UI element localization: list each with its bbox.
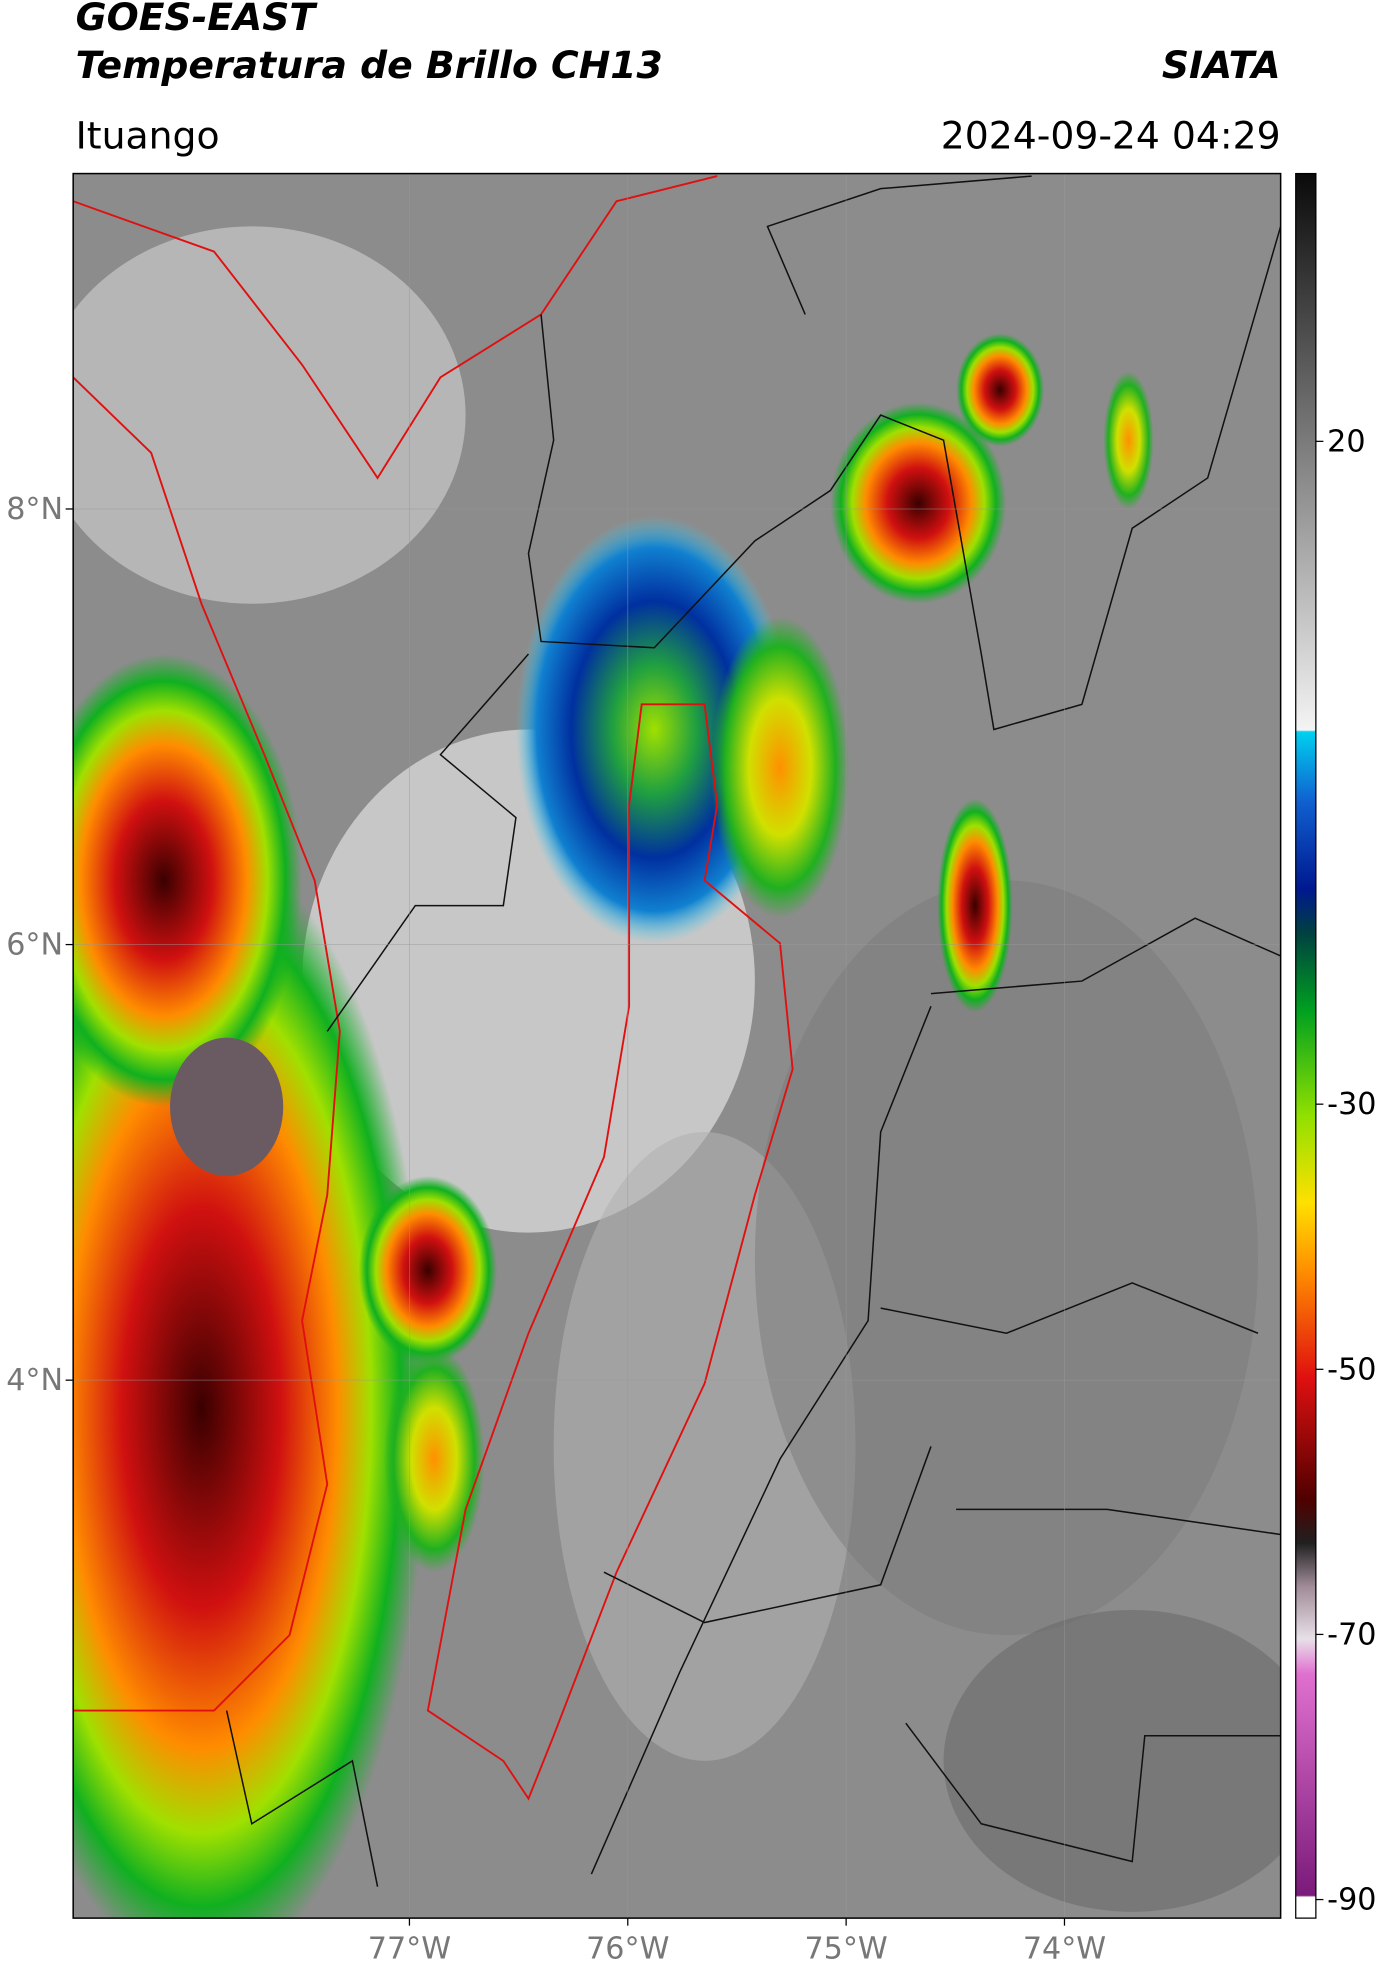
subtitle: Temperatura de Brillo CH13: [76, 43, 663, 87]
colorbar: [1295, 172, 1317, 1919]
agency: SIATA: [1162, 43, 1281, 87]
x-tick-label: 75°W: [804, 1931, 887, 1966]
colorbar-tick-label: -90: [1327, 1883, 1376, 1918]
timestamp: 2024-09-24 04:29: [941, 113, 1281, 157]
colorbar-ticks: 20 -30 -50 -70 -90: [1315, 424, 1376, 1918]
map-frame: [72, 172, 1282, 1919]
colorbar-tick-label: -70: [1327, 1617, 1376, 1652]
satellite-image: [73, 173, 1281, 1919]
graticule: [65, 173, 1281, 1926]
y-tick-label: 4°N: [6, 1363, 63, 1398]
colorbar-tick-label: -50: [1327, 1352, 1376, 1387]
x-tick-label: 74°W: [1023, 1931, 1106, 1966]
region: Ituango: [76, 113, 220, 157]
y-tick-label: 6°N: [6, 928, 63, 963]
colorbar-tick-label: -30: [1327, 1087, 1376, 1122]
x-tick-label: 76°W: [586, 1931, 669, 1966]
x-tick-label: 77°W: [368, 1931, 451, 1966]
y-tick-label: 8°N: [6, 492, 63, 527]
title: GOES-EAST: [76, 0, 319, 39]
colorbar-tick-label: 20: [1327, 424, 1365, 459]
